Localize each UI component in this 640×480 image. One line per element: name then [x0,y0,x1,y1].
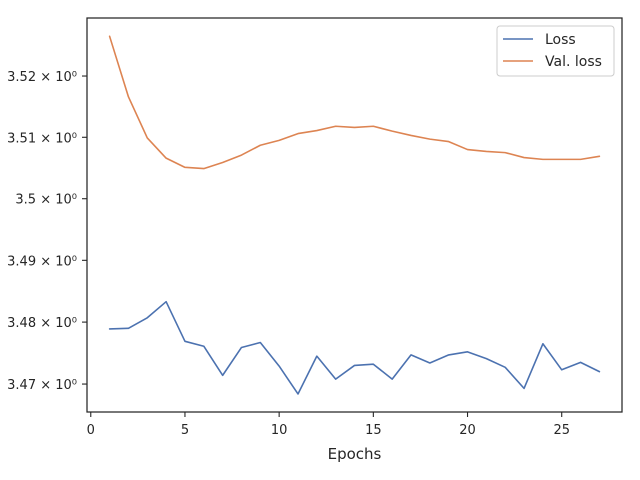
x-tick-label: 15 [365,423,382,438]
series-line-val-loss [108,35,601,170]
y-tick-label: 3.47 × 10⁰ [7,378,77,393]
x-tick-label: 5 [181,423,189,438]
y-tick-label: 3.48 × 10⁰ [7,316,77,331]
plot-frame [86,17,623,413]
x-tick-label: 25 [553,423,570,438]
legend-label-loss: Loss [545,32,576,48]
y-tick-label: 3.49 × 10⁰ [7,254,77,269]
y-tick-label: 3.52 × 10⁰ [7,70,77,85]
x-tick-label: 10 [271,423,288,438]
legend: Loss Val. loss [496,25,615,77]
x-tick-label: 0 [87,423,95,438]
y-tick-layer: 3.47 × 10⁰ 3.48 × 10⁰ 3.49 × 10⁰ 3.5 × 10⁰ 3… [7,70,87,393]
legend-label-val-loss: Val. loss [545,54,602,70]
series-layer [108,35,601,395]
x-axis-label: Epochs [328,445,382,463]
x-tick-label: 20 [459,423,476,438]
series-line-loss [108,300,601,395]
y-tick-label: 3.51 × 10⁰ [7,131,77,146]
x-tick-layer: 0 5 10 15 20 25 [87,412,570,438]
y-tick-label: 3.5 × 10⁰ [15,193,77,208]
